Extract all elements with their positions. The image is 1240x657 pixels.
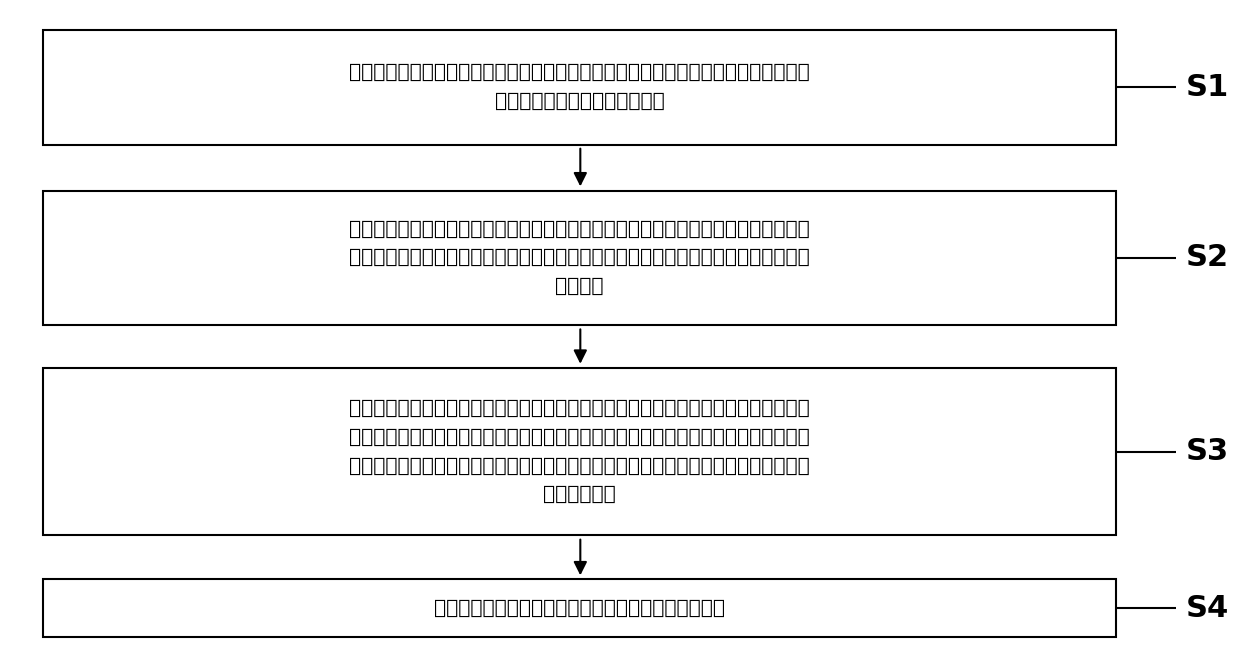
Text: S4: S4 — [1185, 594, 1229, 623]
Text: 基于预设送风距离值和所述至少一项送风参数获取风扇以各种工作模式进行送风时的送
风类型；其中，所述送风类型与预设送风距离值和所述至少一项送风参数的对应关系为
预先: 基于预设送风距离值和所述至少一项送风参数获取风扇以各种工作模式进行送风时的送 风… — [350, 219, 810, 296]
Bar — [43, 191, 1116, 325]
Text: S1: S1 — [1185, 72, 1229, 102]
Text: 控制风扇以与目标送风类型相对应的工作模式进行送风: 控制风扇以与目标送风类型相对应的工作模式进行送风 — [434, 599, 725, 618]
Bar — [43, 30, 1116, 145]
Text: 获取用于确定风扇目标送风类型的参数；所述用于确定风扇目标送风类型的参数至少包
括目标用户距离目标风扇的距离值，还能够包括目标用户的用户信息和目标用户所在区
域的: 获取用于确定风扇目标送风类型的参数；所述用于确定风扇目标送风类型的参数至少包 括… — [350, 399, 810, 505]
Bar — [43, 368, 1116, 535]
Text: S3: S3 — [1185, 437, 1229, 466]
Bar — [43, 579, 1116, 637]
Text: S2: S2 — [1185, 243, 1229, 273]
Text: 获取风扇以各种工作模式进行送风时，在风扇的送风区域内，相对于风扇预设距离值的
位置上采集的至少一项送风参数: 获取风扇以各种工作模式进行送风时，在风扇的送风区域内，相对于风扇预设距离值的 位… — [350, 63, 810, 111]
